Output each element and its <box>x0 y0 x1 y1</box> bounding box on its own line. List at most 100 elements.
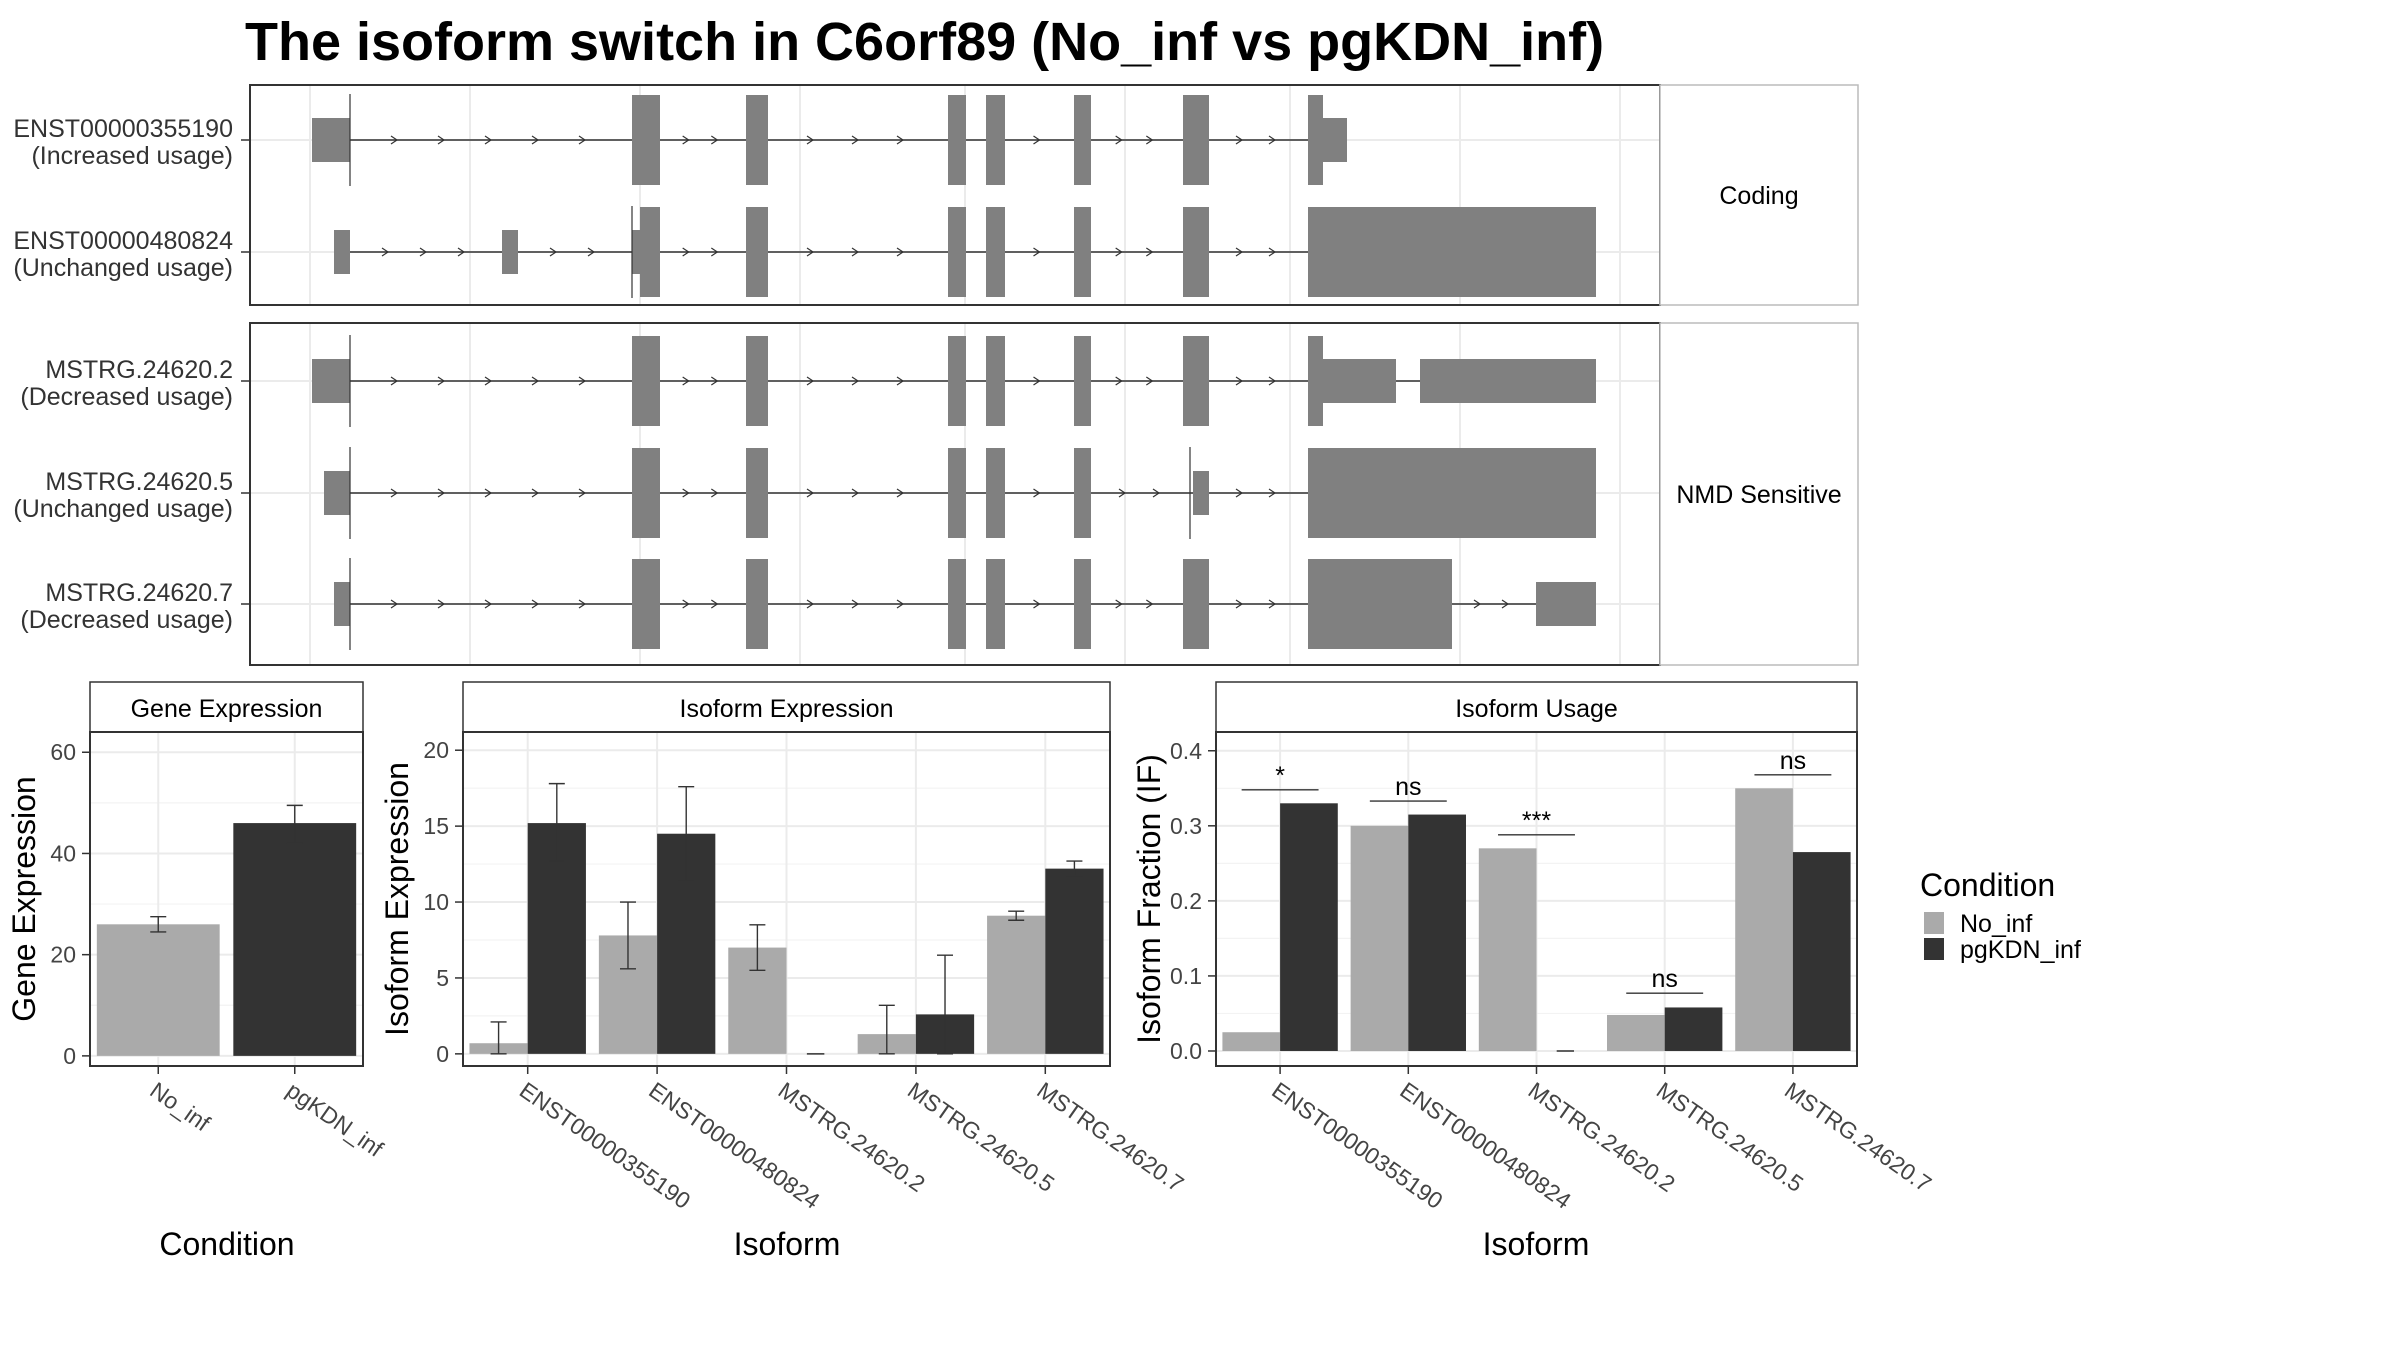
intron-arrow <box>531 376 540 386</box>
y-axis-title: Isoform Fraction (IF) <box>1131 754 1167 1044</box>
exon <box>1074 336 1091 426</box>
intron-arrow <box>896 488 905 498</box>
intron-arrow <box>1033 247 1041 257</box>
exon <box>632 230 640 274</box>
exon <box>632 336 660 426</box>
error-bar <box>150 916 167 933</box>
intron-arrow <box>711 247 719 257</box>
intron-arrow <box>1268 599 1277 609</box>
intron-arrow <box>711 135 719 145</box>
intron-arrow <box>806 135 815 145</box>
facet-strip <box>89 681 364 733</box>
exon <box>746 448 768 538</box>
x-tick-label: No_inf <box>145 1077 215 1137</box>
exon <box>1183 336 1209 426</box>
intron-arrow <box>1501 599 1510 609</box>
error-bar <box>749 924 766 972</box>
intron-arrow <box>711 599 719 609</box>
intron-arrow <box>711 488 719 498</box>
intron-arrow <box>484 488 493 498</box>
intron-arrow <box>484 376 493 386</box>
intron-arrow <box>437 488 446 498</box>
chart-gene-expression: Gene Expression 0 20 40 60 No_inf pgKDN_inf Con… <box>6 681 389 1262</box>
intron-arrow <box>390 488 399 498</box>
exon <box>312 359 350 403</box>
chart-title: Isoform Usage <box>1455 695 1618 723</box>
bar-charts: Gene Expression 0 20 40 60 No_inf pgKDN_inf Con… <box>6 681 1936 1262</box>
intron-arrow <box>1145 376 1154 386</box>
exon <box>502 230 518 274</box>
exon <box>948 207 966 297</box>
transcript-mstrg-24620-7 <box>334 558 1596 650</box>
exon <box>632 95 660 185</box>
exon <box>1420 359 1596 403</box>
figure-title: The isoform switch in C6orf89 (No_inf vs… <box>245 12 1604 72</box>
transcript-usage-label: (Unchanged usage) <box>13 254 233 282</box>
exon <box>1323 359 1396 403</box>
exon <box>948 95 966 185</box>
exon <box>746 559 768 649</box>
intron-arrow <box>806 247 815 257</box>
intron-arrow <box>578 376 587 386</box>
bar-pgkdn-inf-mstrg-24620-7 <box>1045 868 1104 1054</box>
exon <box>986 207 1005 297</box>
intron-arrow <box>549 247 558 257</box>
intron-arrow <box>578 135 587 145</box>
intron-arrow <box>851 376 860 386</box>
y-tick-label: 0.4 <box>1170 738 1202 764</box>
intron-arrow <box>851 135 860 145</box>
intron-arrow <box>682 135 690 145</box>
exon <box>632 448 660 538</box>
y-tick-label: 0.1 <box>1170 963 1202 989</box>
facet-strip <box>1659 84 1859 306</box>
intron-arrow <box>1268 247 1277 257</box>
intron-arrow <box>1235 599 1244 609</box>
transcript-id-label: MSTRG.24620.7 <box>45 579 233 607</box>
significance-label: * <box>1275 762 1285 790</box>
exon <box>948 559 966 649</box>
intron-arrow <box>531 599 540 609</box>
legend-label-pgkdn-inf: pgKDN_inf <box>1960 936 2081 964</box>
transcript-mstrg-24620-2 <box>312 335 1596 427</box>
intron-arrow <box>1145 135 1154 145</box>
bar-no-inf-mstrg-24620-2 <box>1478 848 1537 1051</box>
intron-arrow <box>437 135 446 145</box>
intron-arrow <box>1152 488 1161 498</box>
intron-arrow <box>484 599 493 609</box>
legend-title: Condition <box>1920 867 2055 903</box>
significance-label: ns <box>1780 747 1806 775</box>
intron-arrow <box>587 247 596 257</box>
x-axis-title: Condition <box>159 1226 294 1262</box>
exon <box>1308 95 1323 185</box>
bar-pgkdn-inf-mstrg-24620-7 <box>1792 852 1851 1051</box>
intron-arrow <box>1235 376 1244 386</box>
bar-pgkdn-inf-enst00000355190 <box>1280 803 1338 1051</box>
facet-strip-label: Coding <box>1719 182 1798 210</box>
exon <box>1308 207 1323 297</box>
legend-swatch-no-inf <box>1924 912 1944 934</box>
x-tick-label: pgKDN_inf <box>282 1077 389 1162</box>
y-tick-label: 10 <box>423 889 449 915</box>
exon <box>1074 559 1091 649</box>
intron-arrow <box>851 488 860 498</box>
intron-arrow <box>806 599 815 609</box>
transcript-group-coding: Coding <box>249 84 1859 306</box>
exon <box>632 559 660 649</box>
chart-title: Gene Expression <box>131 695 323 723</box>
transcript-enst00000480824 <box>334 206 1596 298</box>
transcript-usage-label: (Decreased usage) <box>20 383 233 411</box>
intron-arrow <box>1118 488 1127 498</box>
intron-arrow <box>1473 599 1482 609</box>
transcript-structure-panel: Coding ENST00000355190(Increased usage) EN… <box>13 84 1859 666</box>
error-bar <box>490 1021 507 1055</box>
intron-arrow <box>1145 247 1154 257</box>
bar-no-inf-enst00000355190 <box>1222 1032 1281 1051</box>
error-bar <box>619 901 636 970</box>
exon <box>1308 336 1323 426</box>
significance-label: *** <box>1522 807 1551 835</box>
intron-arrow <box>1115 599 1123 609</box>
error-bar <box>678 785 695 882</box>
facet-strip-label: NMD Sensitive <box>1676 481 1841 509</box>
intron-arrow <box>419 247 428 257</box>
intron-arrow <box>390 376 399 386</box>
